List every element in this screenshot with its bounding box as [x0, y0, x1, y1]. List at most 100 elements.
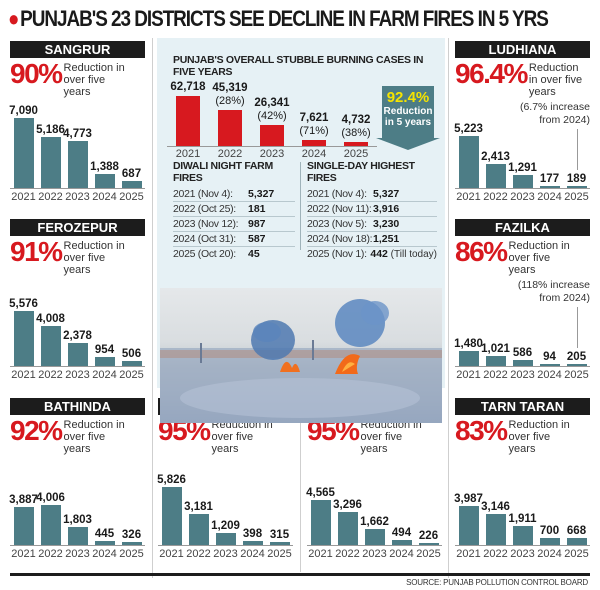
stubble-burning-photo: [160, 288, 442, 423]
x-axis: [10, 188, 145, 189]
year-axis-label: 2025: [119, 369, 144, 381]
year-axis-label: 2022: [217, 148, 243, 160]
bar-value-label: 687: [121, 168, 142, 181]
year-axis-label: 2025: [564, 548, 589, 560]
district-name-banner: BATHINDA: [10, 398, 145, 415]
x-axis: [455, 188, 590, 189]
bar-2023: [215, 533, 236, 545]
bar-value-label: 445: [94, 527, 115, 540]
x-axis: [10, 366, 145, 367]
bar-2023: [512, 175, 533, 188]
bar-value-label: 1,291: [508, 162, 537, 175]
district-name-banner: LUDHIANA: [455, 41, 590, 58]
district-bar-chart: 3,887 2021 4,006 2022 1,803 2023 445 2024 326 202…: [9, 460, 145, 560]
bar-value-label: 954: [94, 343, 115, 356]
table-row: 2021 (Nov 4): 5,327: [173, 187, 295, 202]
year-axis-label: 2024: [537, 369, 562, 381]
year-axis-label: 2021: [175, 148, 201, 160]
table-row: 2025 (Nov 1): 442 (Till today): [307, 248, 437, 260]
bar-value-label: 315: [269, 528, 290, 541]
bar-2021: [13, 310, 34, 366]
footer-rule: [10, 573, 590, 576]
bar-2025: [121, 361, 142, 366]
bar-2021: [458, 136, 479, 188]
x-axis: [10, 545, 145, 546]
bar-value-label: 226: [418, 529, 439, 542]
reduction-percent: 96.4%: [455, 58, 528, 89]
reduction-note: Reduction in over five years: [63, 62, 125, 98]
bar-2021: [13, 118, 34, 188]
overall-bar-value: 4,732 (38%): [341, 114, 371, 139]
bullet-icon: ●: [8, 6, 19, 31]
bar-2022: [188, 513, 209, 545]
bar-2024: [94, 540, 115, 545]
year-axis-label: 2022: [483, 191, 508, 203]
year-axis-label: 2025: [564, 369, 589, 381]
bar-2021: [13, 506, 34, 545]
district-panel-bathinda: BATHINDA 92% Reduction in over five years 3…: [9, 398, 145, 568]
year-axis-label: 2024: [389, 548, 414, 560]
single-day-fires-table: SINGLE-DAY HIGHEST FIRES 2021 (Nov 4): 5,…: [307, 160, 437, 260]
bar-value-label: 1,662: [360, 515, 389, 528]
bar-2024: [94, 356, 115, 366]
year-axis-label: 2024: [92, 191, 117, 203]
bar-value-label: 2,413: [481, 151, 510, 164]
bar-value-label: 506: [121, 348, 142, 361]
bar-2025: [269, 541, 290, 545]
district-bar-chart: 3,987 2021 3,146 2022 1,911 2023 700 2024 668 202…: [454, 460, 590, 560]
bar-value-label: 205: [566, 350, 587, 363]
bar-2025: [566, 363, 587, 366]
bar-value-label: 494: [391, 527, 412, 540]
district-bar-chart: 1,480 2021 1,021 2022 586 2023 94 2024 205 2025 (1…: [454, 279, 590, 381]
bar-value-label: 4,006: [36, 492, 65, 505]
overall-bar-2024: [302, 139, 326, 146]
bar-2023: [67, 527, 88, 545]
reduction-percent: 86%: [455, 236, 508, 267]
year-axis-label: 2024: [537, 548, 562, 560]
overall-bar-value: 62,718: [170, 81, 206, 93]
increase-annotation: (118% increase from 2024): [517, 279, 590, 304]
district-panel-fazilka: FAZILKA 86% Reduction in over five years 1,…: [454, 219, 590, 389]
bar-2021: [458, 351, 479, 366]
bar-value-label: 7,090: [9, 105, 38, 117]
bar-2023: [512, 526, 533, 545]
x-axis: [455, 366, 590, 367]
year-axis-label: 2021: [308, 548, 333, 560]
bar-value-label: 3,987: [454, 492, 483, 505]
district-panel-tarntaran: TARN TARAN 83% Reduction in over five year…: [454, 398, 590, 568]
year-axis-label: 2021: [456, 548, 481, 560]
bar-2023: [67, 342, 88, 366]
bar-value-label: 3,887: [9, 493, 38, 506]
district-panel-ferozepur: FEROZEPUR 91% Reduction in over five years…: [9, 219, 145, 389]
field-fire-image: [160, 299, 442, 423]
bar-value-label: 177: [539, 173, 560, 185]
bar-value-label: 3,296: [333, 499, 362, 512]
district-name-banner: FAZILKA: [455, 219, 590, 236]
state-overview-panel: PUNJAB'S OVERALL STUBBLE BURNING CASES I…: [157, 38, 445, 423]
bar-2022: [40, 326, 61, 366]
reduction-note: Reduction in over five years: [63, 240, 125, 276]
table-row: 2024 (Nov 18): 1,251: [307, 232, 437, 247]
reduction-percent: 91%: [10, 236, 63, 267]
annotation-leader-line: [576, 307, 578, 348]
bar-value-label: 668: [566, 525, 587, 538]
reduction-summary: 86% Reduction in over five years: [455, 236, 590, 277]
reduction-note: Reduction in over five years: [508, 240, 570, 276]
x-axis: [455, 545, 590, 546]
bar-2024: [94, 174, 115, 188]
bar-2023: [364, 528, 385, 545]
year-axis-label: 2025: [119, 548, 144, 560]
column-divider: [152, 38, 153, 578]
overall-bar-2021: [176, 96, 200, 146]
bar-2024: [391, 540, 412, 545]
bar-2021: [310, 499, 331, 545]
x-axis: [307, 545, 442, 546]
year-axis-label: 2021: [456, 369, 481, 381]
reduction-summary: 91% Reduction in over five years: [10, 236, 145, 277]
bar-value-label: 5,223: [454, 123, 483, 136]
year-axis-label: 2021: [11, 548, 36, 560]
bar-2025: [566, 186, 587, 188]
year-axis-label: 2023: [510, 191, 535, 203]
year-axis-label: 2023: [65, 369, 90, 381]
bar-2022: [337, 512, 358, 545]
